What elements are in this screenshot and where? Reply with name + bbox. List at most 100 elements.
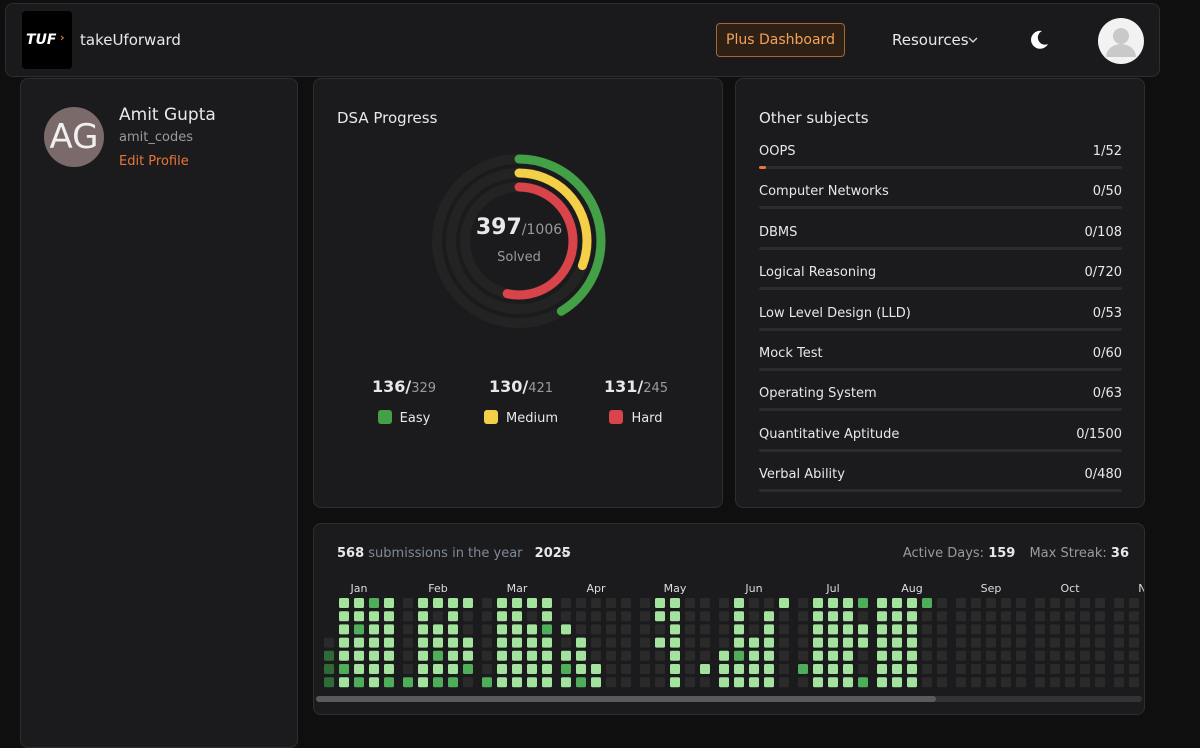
profile-name: Amit Gupta <box>119 105 216 125</box>
month-label: Apr <box>586 582 606 595</box>
activity-cell <box>1001 611 1011 622</box>
plus-button[interactable]: Plus Dashboard <box>716 23 845 57</box>
activity-cell <box>719 664 729 674</box>
activity-cell <box>828 598 838 608</box>
ring-arc <box>460 182 578 300</box>
scroll-thumb[interactable] <box>316 696 936 702</box>
progress-bar <box>759 166 766 169</box>
user-avatar[interactable] <box>1098 18 1144 64</box>
activity-cell <box>463 650 473 661</box>
subject-row: Quantitative Aptitude 0/1500 <box>759 427 1122 452</box>
activity-cell <box>482 611 492 622</box>
activity-cell <box>749 637 759 648</box>
activity-cell <box>1050 677 1060 688</box>
logo[interactable]: TUF › <box>22 11 72 69</box>
activity-cell <box>339 664 349 674</box>
activity-cell <box>561 650 571 661</box>
activity-cell <box>384 664 394 674</box>
activity-cell <box>369 637 379 648</box>
activity-cell <box>986 611 996 622</box>
activity-cell <box>1129 677 1139 688</box>
progress-track <box>759 246 1122 250</box>
subject-row: Verbal Ability 0/480 <box>759 467 1122 493</box>
activity-cell <box>512 664 522 674</box>
activity-cell <box>542 624 552 635</box>
level-count: 136/329 <box>344 377 464 396</box>
activity-cell <box>433 650 443 661</box>
activity-cell <box>813 664 823 674</box>
subject-row: Operating System 0/63 <box>759 386 1122 412</box>
activity-cell <box>497 677 507 688</box>
activity-cell <box>828 650 838 661</box>
edit-profile[interactable]: Edit Profile <box>119 154 189 169</box>
subjects-title: Other subjects <box>759 109 869 127</box>
activity-cell <box>877 650 887 661</box>
year-chevron[interactable] <box>560 549 572 559</box>
activity-cell <box>764 664 774 674</box>
subject-name: Logical Reasoning <box>759 265 877 281</box>
month-label: May <box>664 582 687 595</box>
activity-cell <box>482 624 492 635</box>
activity-cell <box>433 664 443 674</box>
activity-cell <box>1080 650 1090 661</box>
activity-cell <box>907 624 917 635</box>
year-select[interactable]: 2025 <box>534 546 571 561</box>
profile-card: AG Amit Gupta amit_codes Edit Profile <box>20 78 298 748</box>
level-legend: Hard <box>576 410 696 426</box>
activity-cell <box>749 677 759 688</box>
brand[interactable]: takeUforward <box>80 31 181 49</box>
activity-cell <box>418 677 428 688</box>
activity-cell <box>1016 598 1026 608</box>
activity-cell <box>576 624 586 635</box>
activity-cell <box>1065 677 1075 688</box>
activity-cell <box>877 637 887 648</box>
activity-cell <box>1114 637 1124 648</box>
activity-cell <box>749 664 759 674</box>
activity-cell <box>354 664 364 674</box>
activity-cell <box>734 677 744 688</box>
activity-cell <box>591 664 601 674</box>
activity-cell <box>828 637 838 648</box>
activity-cell <box>922 677 932 688</box>
activity-cell <box>700 637 710 648</box>
activity-cell <box>369 677 379 688</box>
activity-cell <box>986 677 996 688</box>
theme-toggle[interactable] <box>1028 29 1050 51</box>
activity-cell <box>640 624 650 635</box>
activity-cell <box>482 677 492 688</box>
activity-cell <box>527 624 537 635</box>
activity-cell <box>719 611 729 622</box>
activity-cell <box>1065 598 1075 608</box>
activity-cell <box>448 624 458 635</box>
activity-cell <box>542 650 552 661</box>
active-days-label: Active Days: <box>902 546 985 561</box>
activity-cell <box>1035 611 1045 622</box>
activity-cell <box>937 664 947 674</box>
activity-cell <box>640 664 650 674</box>
activity-cell <box>719 677 729 688</box>
activity-cell <box>1095 677 1105 688</box>
activity-cell <box>463 664 473 674</box>
activity-cell <box>418 637 428 648</box>
activity-cell <box>448 611 458 622</box>
activity-cell <box>700 664 710 674</box>
activity-cell <box>1114 598 1124 608</box>
resources-menu[interactable]: Resources <box>892 31 969 49</box>
activity-cell <box>922 664 932 674</box>
activity-cell <box>369 611 379 622</box>
activity-cell <box>354 637 364 648</box>
activity-cell <box>1114 677 1124 688</box>
subject-name: Mock Test <box>759 346 823 361</box>
subject-progress: 0/480 <box>1084 467 1122 483</box>
activity-cell <box>986 664 996 674</box>
level-total: 245 <box>643 381 669 396</box>
activity-cell <box>354 611 364 622</box>
activity-cell <box>655 664 665 674</box>
heatmap: Jan Feb Mar Apr May Jun Jul Aug Sep Oct Nov <box>316 582 1144 702</box>
activity-cell <box>1035 677 1045 688</box>
activity-cell <box>1080 598 1090 608</box>
activity-cell <box>339 598 349 608</box>
activity-cell <box>621 598 631 608</box>
activity-cell <box>527 650 537 661</box>
activity-cell <box>512 598 522 608</box>
